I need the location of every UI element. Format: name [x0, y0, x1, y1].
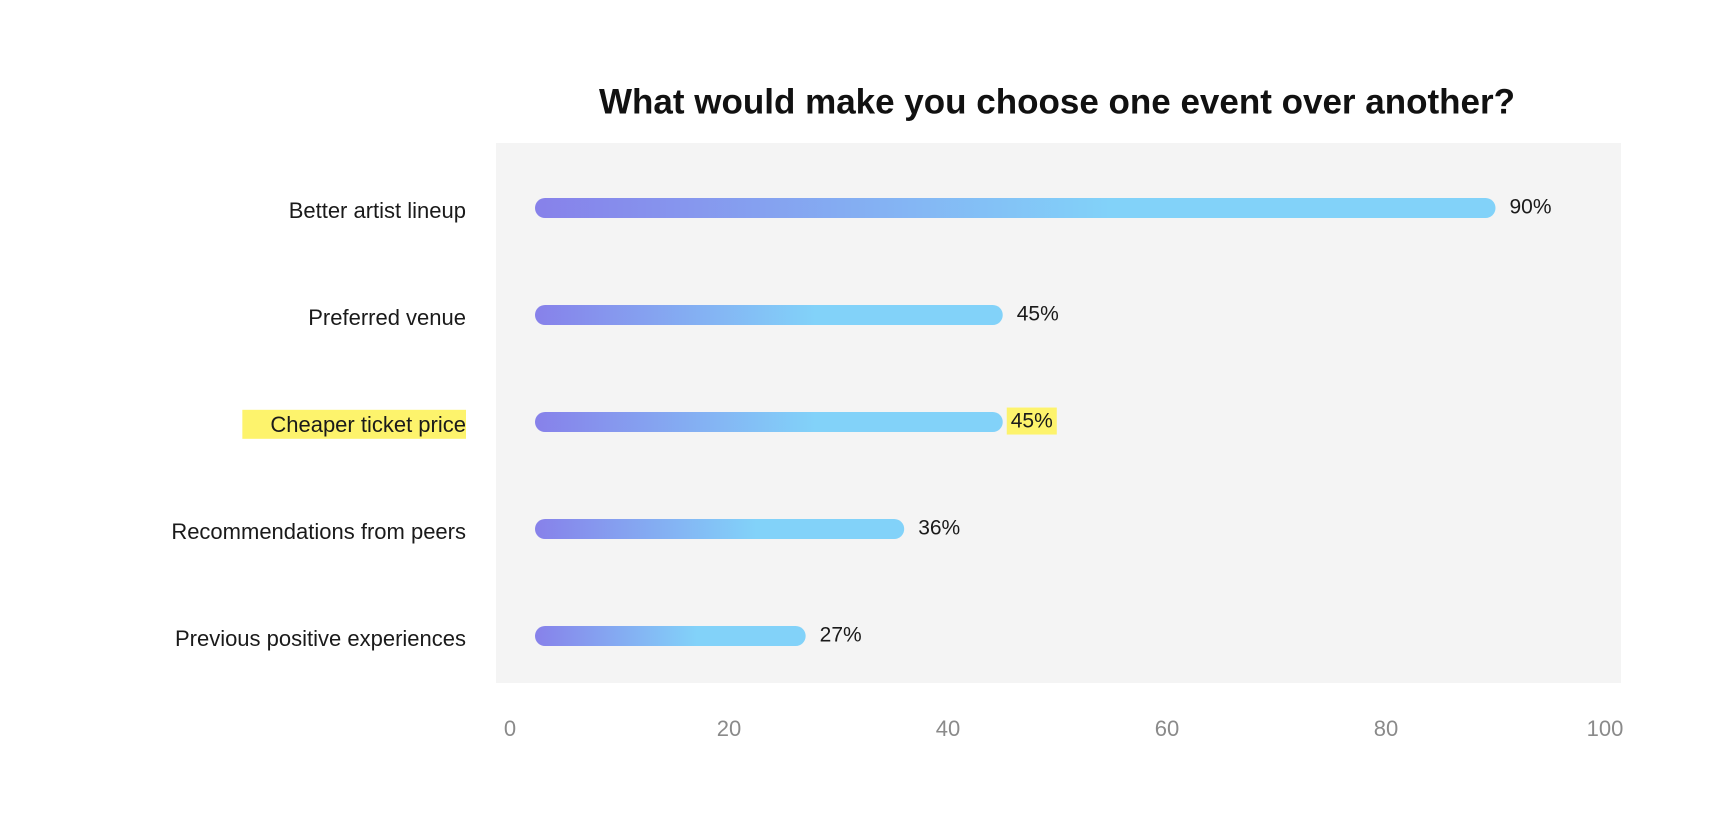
x-tick-label: 40 — [936, 716, 960, 741]
value-label: 45% — [1011, 410, 1053, 433]
x-tick-label: 0 — [504, 716, 516, 741]
x-tick-label: 60 — [1155, 716, 1179, 741]
highlight — [242, 409, 466, 439]
category-label: Recommendations from peers — [171, 519, 466, 544]
bar — [535, 626, 806, 646]
bar — [535, 198, 1496, 218]
category-label: Cheaper ticket price — [270, 412, 466, 437]
value-label: 36% — [918, 517, 960, 540]
x-tick-label: 20 — [717, 716, 741, 741]
value-label: 90% — [1510, 196, 1552, 219]
category-label: Better artist lineup — [289, 198, 466, 223]
category-label: Previous positive experiences — [175, 626, 466, 651]
x-tick-label: 100 — [1587, 716, 1624, 741]
value-label: 27% — [820, 624, 862, 647]
bar — [535, 305, 1003, 325]
chart-title: What would make you choose one event ove… — [599, 82, 1515, 121]
bar — [535, 519, 905, 539]
category-label: Preferred venue — [308, 305, 466, 330]
highlight — [1006, 407, 1057, 435]
x-tick-label: 80 — [1374, 716, 1398, 741]
bar — [535, 412, 1003, 432]
value-label: 45% — [1017, 303, 1059, 326]
